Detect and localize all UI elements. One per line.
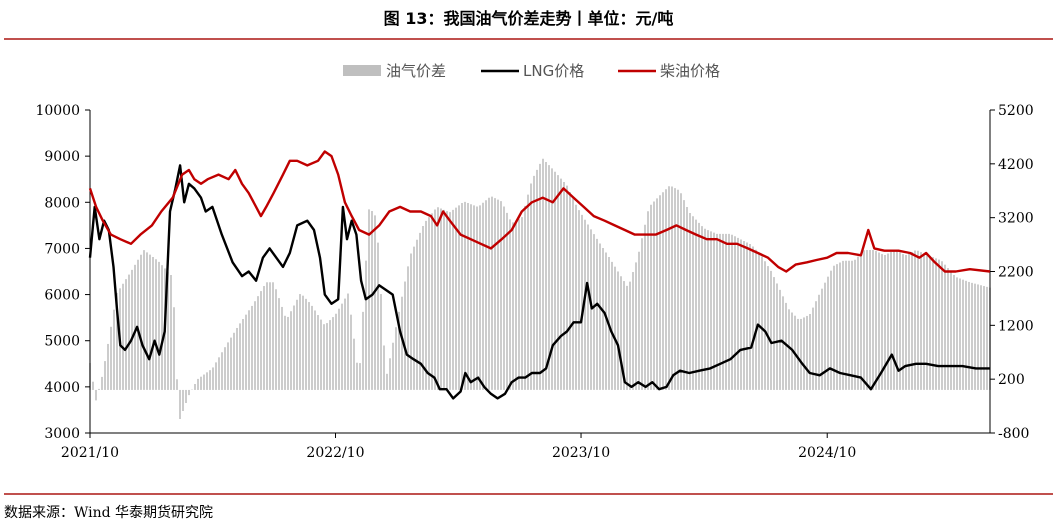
right-tick-label: 4200 <box>998 157 1034 173</box>
diesel-price-line <box>88 150 991 273</box>
legend-label-spread: 油气价差 <box>386 62 446 80</box>
top-rule <box>4 38 1053 40</box>
left-tick-label: 10000 <box>35 103 80 119</box>
x-tick-label: 2023/10 <box>552 445 610 461</box>
left-tick-label: 3000 <box>44 426 80 442</box>
legend-swatch-spread <box>343 65 381 76</box>
source-note: 数据来源：Wind 华泰期货研究院 <box>4 505 214 521</box>
x-tick-label: 2022/10 <box>306 445 364 461</box>
right-tick-label: 1200 <box>998 318 1034 334</box>
lng-price-line <box>88 164 990 400</box>
right-tick-label: -800 <box>998 426 1029 442</box>
legend-label-diesel: 柴油价格 <box>660 62 720 80</box>
legend: 油气价差 LNG价格 柴油价格 <box>343 62 720 80</box>
chart-canvas: 10000 9000 8000 7000 6000 5000 4000 3000 5200 420… <box>35 62 1034 461</box>
left-tick-label: 6000 <box>44 288 80 304</box>
left-tick-label: 5000 <box>44 334 80 350</box>
x-tick-label: 2021/10 <box>61 445 119 461</box>
left-tick-label: 9000 <box>44 149 80 165</box>
right-tick-label: 5200 <box>998 103 1034 119</box>
left-tick-label: 4000 <box>44 380 80 396</box>
right-tick-label: 200 <box>998 372 1025 388</box>
bottom-rule <box>4 493 1053 495</box>
right-tick-label: 3200 <box>998 211 1034 227</box>
legend-label-lng: LNG价格 <box>523 62 584 80</box>
right-tick-label: 2200 <box>998 265 1034 281</box>
left-tick-label: 7000 <box>44 241 80 257</box>
series-lines <box>88 150 991 400</box>
chart-title: 图 13：我国油气价差走势丨单位：元/吨 <box>383 9 674 28</box>
left-tick-label: 8000 <box>44 195 80 211</box>
x-tick-label: 2024/10 <box>798 445 856 461</box>
spread-area-bars <box>89 158 991 420</box>
